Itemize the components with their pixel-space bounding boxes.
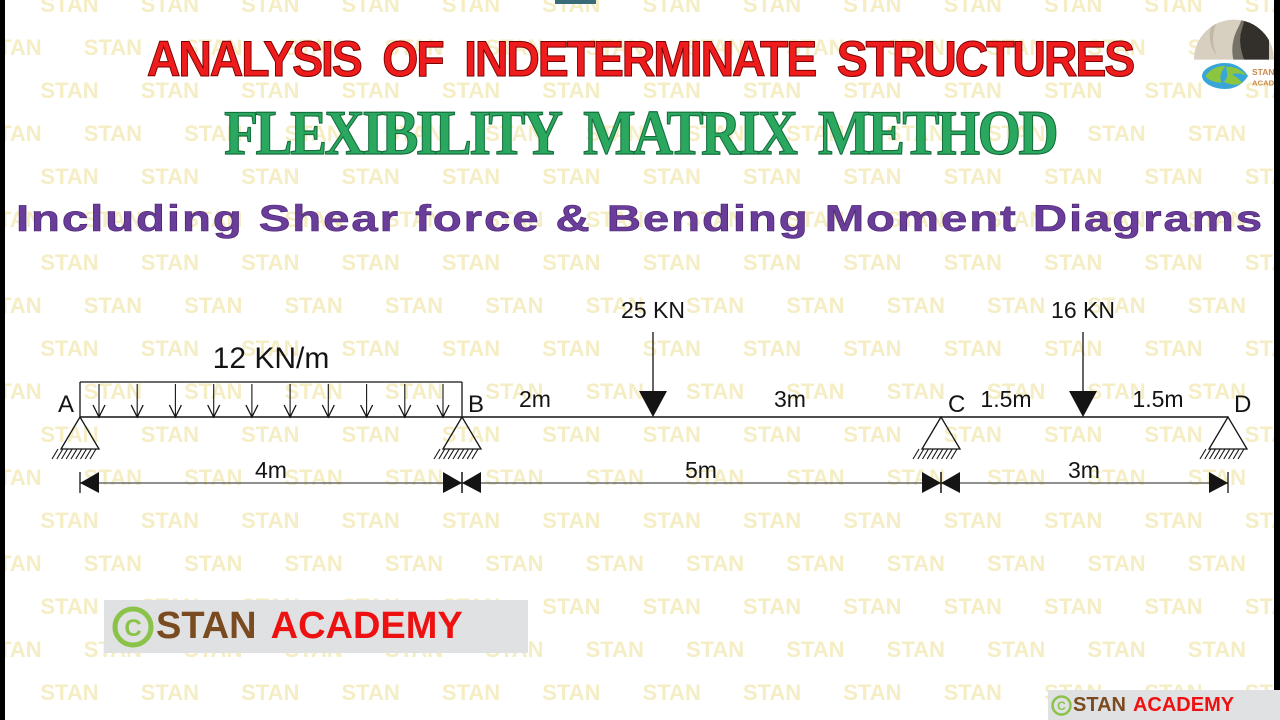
svg-text:1.5m: 1.5m [980, 386, 1031, 412]
svg-text:2m: 2m [519, 386, 551, 412]
svg-text:C: C [948, 391, 965, 418]
svg-text:5m: 5m [685, 457, 717, 483]
svg-text:D: D [1234, 391, 1251, 418]
svg-text:B: B [468, 391, 484, 418]
svg-text:16 KN: 16 KN [1051, 297, 1115, 323]
svg-text:25 KN: 25 KN [621, 297, 685, 323]
svg-text:1.5m: 1.5m [1132, 386, 1183, 412]
svg-text:3m: 3m [1068, 457, 1100, 483]
svg-text:4m: 4m [255, 457, 287, 483]
svg-text:C: C [124, 615, 141, 642]
svg-text:3m: 3m [774, 386, 806, 412]
svg-text:A: A [58, 391, 74, 418]
svg-text:12 KN/m: 12 KN/m [213, 342, 330, 375]
svg-text:C: C [1057, 699, 1066, 713]
